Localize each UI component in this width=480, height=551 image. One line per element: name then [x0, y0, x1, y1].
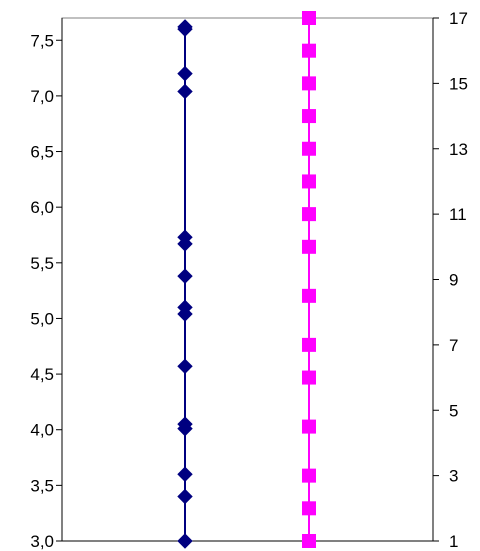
series-2-point	[302, 239, 316, 254]
left-tick-label: 7,5	[30, 31, 54, 50]
series-1-point	[177, 229, 193, 245]
plot-area	[61, 17, 434, 542]
series-2-point	[302, 207, 316, 222]
left-tick-label: 5,0	[30, 309, 54, 328]
left-tick-label: 5,5	[30, 254, 54, 273]
right-tick-label: 9	[449, 271, 458, 290]
series-layer	[177, 11, 316, 549]
right-tick-label: 5	[449, 401, 458, 420]
series-1-point	[177, 83, 193, 100]
left-tick-label: 6,5	[30, 143, 54, 162]
series-2-point	[302, 109, 316, 124]
series-2-point	[302, 288, 316, 303]
left-axis-ticks: 3,0 3,5 4,0 4,5 5,0 5,5 6,0 6,5 7,0 7,5	[30, 31, 62, 551]
left-tick-label: 4,5	[30, 365, 54, 384]
series-1-point	[177, 533, 193, 549]
series-1-point	[177, 416, 193, 432]
right-tick-label: 15	[449, 74, 468, 93]
left-tick-label: 7,0	[30, 87, 54, 106]
series-2-point	[302, 501, 316, 516]
series-2-point	[302, 337, 316, 352]
series-1-point	[177, 466, 193, 482]
right-tick-label: 13	[449, 140, 468, 159]
left-tick-label: 6,0	[30, 198, 54, 217]
right-tick-label: 11	[449, 205, 467, 224]
series-2-point	[302, 43, 316, 58]
right-tick-label: 3	[449, 467, 458, 486]
series-2-point	[302, 141, 316, 156]
series-1-point	[177, 268, 193, 284]
series-1-point	[177, 488, 193, 505]
left-tick-label: 3,5	[30, 476, 54, 495]
series-2-point	[302, 76, 316, 91]
series-1-point	[177, 358, 193, 375]
series-1-point	[177, 299, 193, 316]
series-1-point	[177, 19, 193, 35]
right-tick-label: 17	[449, 9, 468, 28]
right-tick-label: 7	[449, 336, 458, 355]
series-2-point	[302, 11, 316, 25]
series-2-point	[302, 370, 316, 385]
left-tick-label: 4,0	[30, 421, 54, 440]
series-1-point	[177, 65, 193, 82]
series-2-point	[302, 174, 316, 189]
series-2-point	[302, 534, 316, 548]
series-2-point	[302, 419, 316, 434]
series-2-point	[302, 468, 316, 483]
right-tick-label: 1	[449, 532, 458, 551]
left-tick-label: 3,0	[30, 532, 54, 551]
